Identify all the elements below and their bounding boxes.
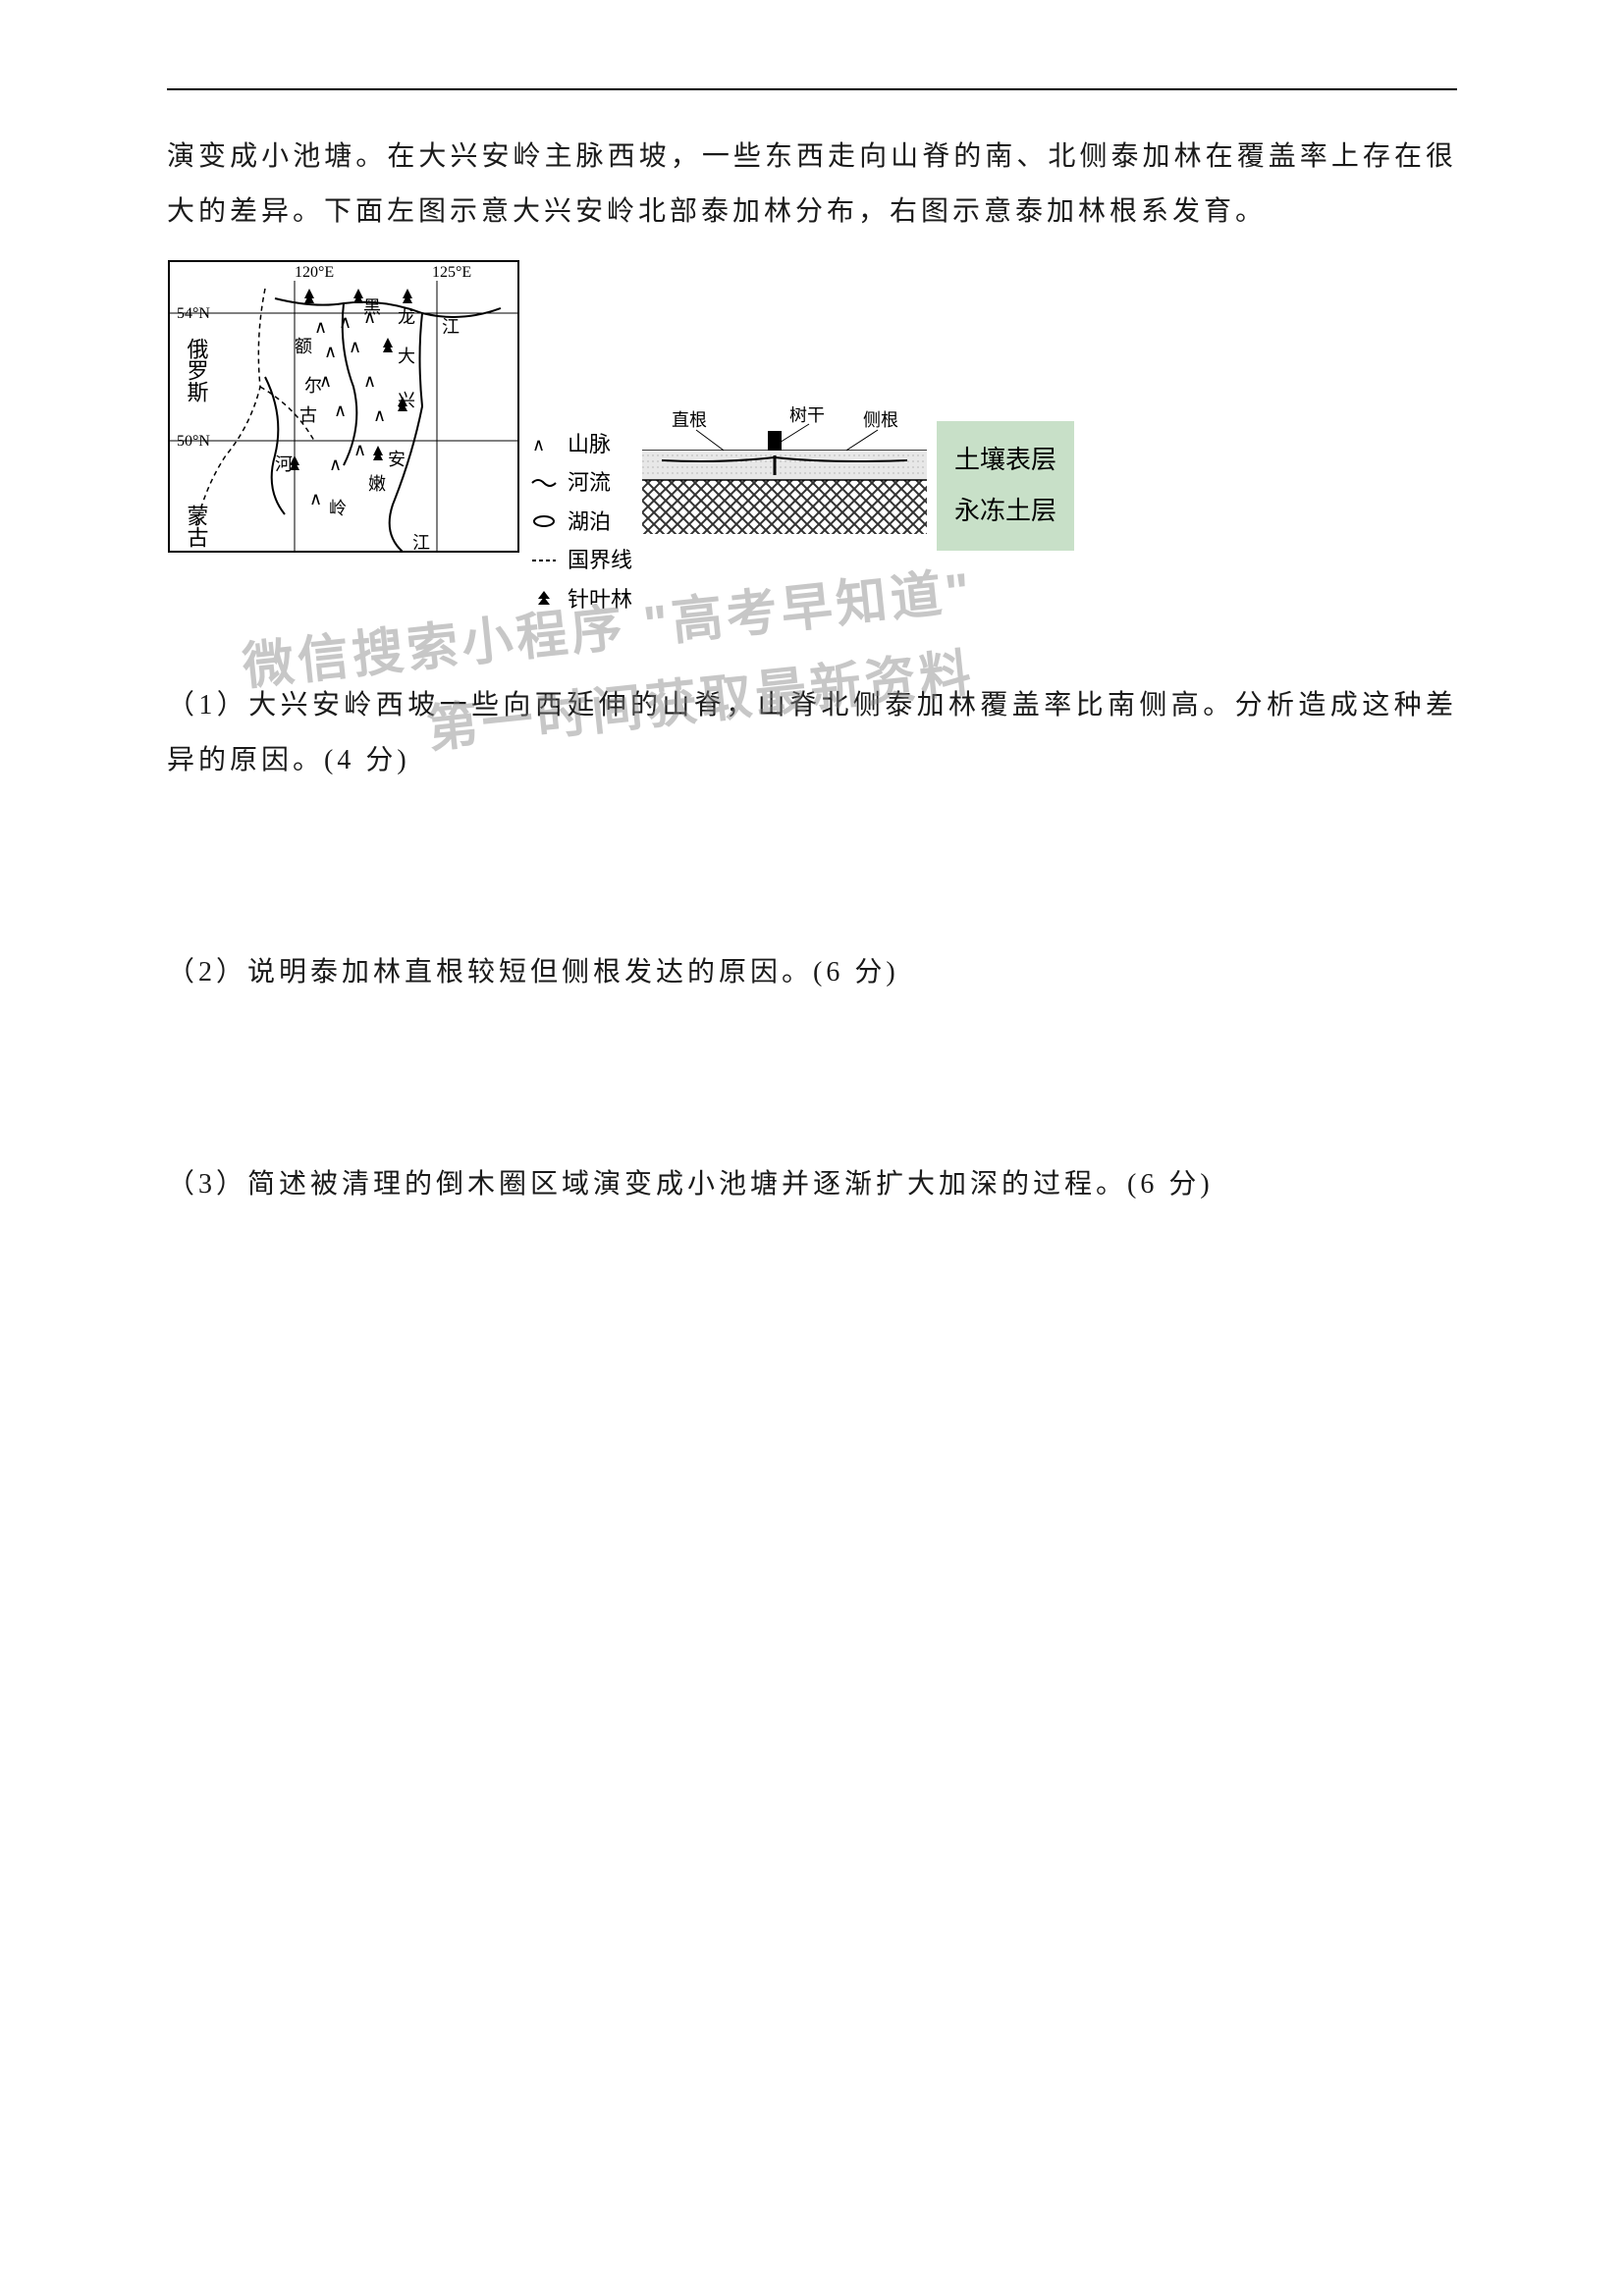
svg-text:∧: ∧	[363, 371, 376, 391]
legend-river: 河流	[530, 464, 632, 501]
svg-text:∧: ∧	[532, 435, 545, 454]
page-container: 演变成小池塘。在大兴安岭主脉西坡，一些东西走向山脊的南、北侧泰加林在覆盖率上存在…	[0, 0, 1624, 2296]
legend-mountain: ∧ 山脉	[530, 426, 632, 462]
svg-text:∧: ∧	[309, 489, 322, 508]
legend-conifer-label: 针叶林	[568, 581, 632, 617]
question-2: （2）说明泰加林直根较短但侧根发达的原因。(6 分)	[167, 945, 1457, 1000]
legend-lake-label: 湖泊	[568, 504, 611, 540]
map-svg: 120°E 125°E 54°N 50°N	[167, 259, 520, 554]
legend-lake: 湖泊	[530, 504, 632, 540]
label-ling: 岭	[329, 499, 347, 518]
region-russia-1: 俄罗斯	[185, 338, 209, 402]
root-svg: 直根 树干 侧根	[642, 406, 927, 534]
root-diagram: 直根 树干 侧根	[642, 406, 927, 539]
label-jiang: 江	[442, 317, 460, 337]
side-label-permafrost: 永冻土层	[954, 486, 1056, 537]
svg-text:∧: ∧	[324, 342, 337, 361]
lon-125: 125°E	[432, 264, 471, 281]
label-da: 大	[398, 347, 415, 366]
label-jiang2: 江	[412, 533, 430, 553]
side-label-box: 土壤表层 永冻土层	[937, 421, 1074, 551]
question-1: （1）大兴安岭西坡一些向西延伸的山脊，山脊北侧泰加林覆盖率比南侧高。分析造成这种…	[167, 678, 1457, 788]
svg-text:∧: ∧	[314, 317, 327, 337]
region-mongolia: 蒙古	[185, 505, 209, 548]
map-legend: ∧ 山脉 河流 湖泊 国界线 针叶林	[530, 426, 632, 619]
svg-text:∧: ∧	[373, 405, 386, 425]
label-nen: 嫩	[368, 474, 386, 494]
label-zhigen: 直根	[672, 410, 707, 430]
question-3: （3）简述被清理的倒木圈区域演变成小池塘并逐渐扩大加深的过程。(6 分)	[167, 1157, 1457, 1212]
svg-text:∧: ∧	[349, 337, 361, 356]
label-he: 河	[275, 454, 293, 474]
label-cegen: 侧根	[863, 410, 898, 430]
legend-boundary-label: 国界线	[568, 542, 632, 578]
lon-120: 120°E	[295, 264, 334, 281]
legend-mountain-label: 山脉	[568, 426, 611, 462]
svg-text:∧: ∧	[353, 440, 366, 459]
legend-boundary: 国界线	[530, 542, 632, 578]
intro-paragraph: 演变成小池塘。在大兴安岭主脉西坡，一些东西走向山脊的南、北侧泰加林在覆盖率上存在…	[167, 130, 1457, 240]
legend-conifer: 针叶林	[530, 581, 632, 617]
svg-text:∧: ∧	[339, 312, 352, 332]
top-rule	[167, 88, 1457, 90]
label-long: 龙	[398, 307, 415, 327]
svg-text:∧: ∧	[334, 400, 347, 420]
label-shugan: 树干	[789, 406, 825, 425]
legend-river-label: 河流	[568, 464, 611, 501]
label-an: 安	[388, 450, 406, 469]
label-hei: 黑	[363, 297, 381, 317]
figure-row: 120°E 125°E 54°N 50°N	[167, 259, 1457, 619]
label-er: 尔	[304, 376, 322, 396]
side-label-soil: 土壤表层	[954, 435, 1056, 486]
label-gu: 古	[299, 405, 317, 425]
map-figure: 120°E 125°E 54°N 50°N	[167, 259, 520, 559]
label-e: 额	[295, 337, 312, 356]
label-xing: 兴	[398, 391, 415, 410]
svg-text:∧: ∧	[329, 454, 342, 474]
